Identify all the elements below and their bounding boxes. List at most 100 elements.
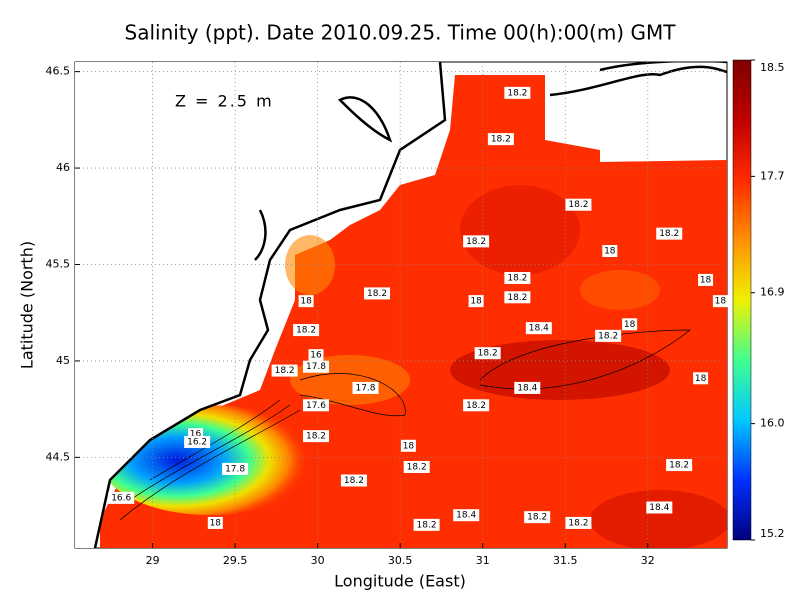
x-tick-label: 30 (311, 554, 325, 567)
colorbar-tick-label: 16.9 (760, 286, 785, 299)
contour-line (119, 399, 301, 521)
contour-label: 18.4 (517, 383, 537, 393)
field-patch (460, 185, 580, 275)
coastline (93, 62, 447, 548)
colorbar-tick-label: 17.7 (760, 169, 785, 182)
y-tick-label: 46.5 (46, 65, 71, 78)
contour-label: 18.2 (344, 476, 364, 486)
contour-label-box (308, 349, 324, 362)
contour-label: 18.2 (669, 461, 689, 471)
contour-label: 18.2 (507, 293, 527, 303)
contour-label-box (565, 516, 592, 529)
contour-label: 18.2 (491, 135, 511, 145)
contour-line (299, 373, 406, 417)
x-tick-label: 29 (146, 554, 160, 567)
contour-label: 18.2 (466, 401, 486, 411)
contour-label-box (693, 372, 709, 385)
x-tick-label: 31 (476, 554, 490, 567)
chart-title: Salinity (ppt). Date 2010.09.25. Time 00… (125, 21, 677, 45)
contour-label: 18 (700, 275, 712, 285)
contour-label: 18 (604, 247, 616, 257)
contour-label-box (504, 291, 531, 304)
contour-label-box (622, 318, 638, 331)
contour-label-box (108, 491, 135, 504)
contour-label: 18.2 (568, 518, 588, 528)
contour-label: 18.2 (507, 274, 527, 284)
y-tick-label: 45 (56, 354, 70, 367)
contour-label: 18.2 (417, 520, 437, 530)
contour-label-box (666, 459, 693, 472)
colorbar-tick-label: 18.5 (760, 61, 785, 74)
land (75, 62, 445, 548)
contour-label: 18.2 (507, 88, 527, 98)
contour-label-box (302, 399, 329, 412)
contour-label-box (698, 273, 714, 286)
contour-label-box (340, 474, 367, 487)
contour-label-box (595, 329, 622, 342)
contour-label: 18.4 (529, 324, 549, 334)
contour-label-box (656, 227, 683, 240)
field-patch (450, 340, 670, 400)
x-tick-label: 30.5 (388, 554, 413, 567)
contour-line (479, 329, 691, 390)
contour-label: 18.2 (527, 513, 547, 523)
contour-label-box (207, 516, 223, 529)
contour-label-box (403, 461, 430, 473)
coastline (549, 62, 727, 97)
contour-label: 18 (695, 374, 707, 384)
contour-label-box (298, 295, 314, 308)
field-patch (580, 270, 660, 310)
contour-label-box (514, 381, 541, 394)
contour-label: 18 (715, 297, 727, 307)
y-tick-label: 45.5 (46, 258, 71, 271)
contour-label: 18.2 (568, 200, 588, 210)
contour-label-box (463, 235, 490, 248)
contour-label-box (271, 364, 298, 377)
contour-label: 18.2 (478, 349, 498, 359)
coastline (254, 96, 393, 261)
contour-label: 18.4 (649, 503, 669, 513)
contour-label-box (364, 287, 391, 300)
contour-label: 18.2 (275, 366, 295, 376)
contour-label-box (504, 86, 531, 99)
y-tick-label: 44.5 (46, 450, 71, 463)
field (75, 62, 727, 548)
x-tick-label: 29.5 (223, 554, 248, 567)
contour-label: 17.8 (225, 464, 245, 474)
contour-label: 16.6 (111, 493, 131, 503)
contour-label: 17.6 (306, 401, 326, 411)
contour-label: 16.2 (187, 437, 207, 447)
depth-annotation: Z = 2.5 m (175, 92, 274, 111)
contour-label-box (487, 133, 514, 146)
contour-label: 18.4 (456, 511, 476, 521)
contour-label-box (474, 347, 501, 360)
contour-label: 16 (310, 351, 322, 361)
contour-label-box (525, 322, 552, 335)
contour-label-box (222, 462, 249, 475)
x-tick-label: 31.5 (553, 554, 578, 567)
contour-label: 18.2 (598, 331, 618, 341)
contour-label-box (293, 324, 320, 337)
field-patch (590, 490, 727, 548)
contour-label-box (400, 439, 416, 452)
contour-label: 18 (300, 297, 312, 307)
colorbar-tick-label: 16.0 (760, 417, 785, 430)
contour-label-box (468, 295, 484, 308)
contour-label-box (565, 198, 592, 211)
contour-label-box (352, 381, 379, 394)
contour-label: 17.8 (355, 383, 375, 393)
contour-label-box (453, 509, 480, 522)
contour-label: 18.2 (306, 432, 326, 442)
x-axis-label: Longitude (East) (334, 572, 466, 591)
colorbar (732, 59, 752, 541)
field-patch (285, 235, 335, 295)
contour-label: 18.2 (659, 229, 679, 239)
contour-label: 18 (403, 441, 415, 451)
contour-label: 18.2 (407, 463, 427, 473)
contour-label: 18.2 (296, 326, 316, 336)
contour-label-box (302, 430, 329, 443)
contour-label: 18 (470, 297, 482, 307)
contour-label-box (463, 399, 490, 412)
contour-label-box (413, 518, 440, 531)
